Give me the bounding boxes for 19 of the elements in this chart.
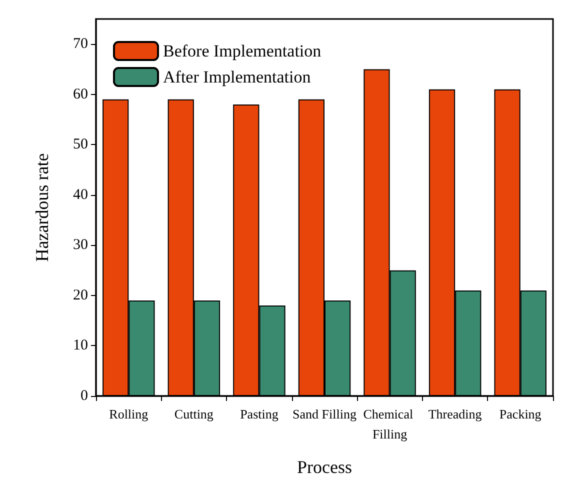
legend-label: Before Implementation (163, 42, 322, 60)
x-axis-title: Process (297, 457, 352, 477)
x-tick-label: Rolling (109, 406, 149, 422)
x-tick-label: Cutting (174, 406, 214, 422)
x-tick-label: Packing (499, 406, 542, 422)
x-tick-label: Sand Filling (292, 406, 357, 422)
y-tick-label: 10 (73, 338, 88, 354)
y-tick-label: 60 (73, 86, 88, 102)
y-tick-label: 70 (73, 36, 88, 52)
x-tick-label: Pasting (240, 406, 279, 422)
legend-label: After Implementation (163, 68, 312, 86)
y-tick-label: 30 (73, 237, 88, 254)
x-tick-label: Threading (428, 406, 482, 422)
y-tick-label: 0 (80, 388, 88, 404)
y-axis-title: Hazardous rate (32, 153, 52, 262)
y-tick-label: 40 (73, 186, 88, 203)
x-tick-label: Chemical Filling (363, 406, 416, 442)
y-tick-label: 50 (73, 136, 88, 153)
y-tick-label: 20 (73, 287, 88, 304)
